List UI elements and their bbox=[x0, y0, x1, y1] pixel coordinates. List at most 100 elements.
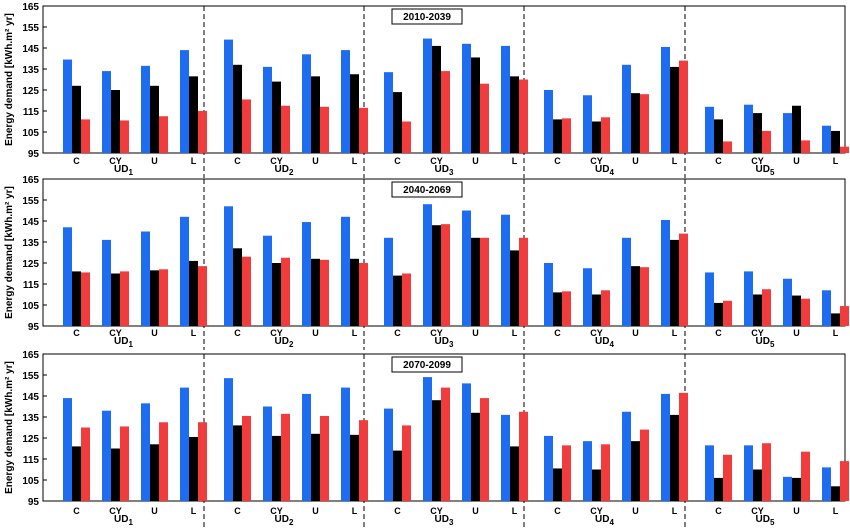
category-label: CY bbox=[109, 506, 122, 516]
chart-panel-1: 95 105 115 125 135 145 155 165 Energy demand [kW… bbox=[4, 2, 849, 178]
bar bbox=[592, 121, 601, 153]
bar bbox=[198, 111, 207, 153]
bar bbox=[471, 57, 480, 154]
bar bbox=[462, 43, 471, 153]
bar bbox=[302, 393, 311, 501]
y-tick-label: 105 bbox=[22, 476, 39, 487]
bar bbox=[622, 411, 631, 501]
bar bbox=[705, 272, 714, 326]
bar bbox=[224, 206, 233, 326]
bar bbox=[519, 237, 528, 326]
bar bbox=[441, 387, 450, 501]
bar bbox=[471, 412, 480, 501]
y-tick-label: 155 bbox=[22, 371, 39, 382]
category-label: U bbox=[312, 156, 319, 166]
bar bbox=[233, 425, 242, 501]
y-axis-label: Energy demand [kWh.m² yr] bbox=[4, 361, 15, 494]
category-label: U bbox=[632, 156, 639, 166]
category-label: C bbox=[73, 156, 80, 166]
bar bbox=[359, 263, 368, 326]
bar bbox=[393, 275, 402, 326]
bar bbox=[423, 377, 432, 501]
y-tick-label: 105 bbox=[22, 128, 39, 139]
category-label: C bbox=[394, 156, 401, 166]
bar bbox=[341, 387, 350, 501]
bar bbox=[423, 204, 432, 326]
bar bbox=[120, 271, 129, 326]
period-title-box bbox=[391, 181, 463, 198]
bar bbox=[72, 85, 81, 153]
bar bbox=[661, 46, 670, 154]
bar bbox=[302, 54, 311, 153]
bar bbox=[822, 467, 831, 501]
bar bbox=[562, 118, 571, 153]
bar bbox=[150, 85, 159, 153]
bar bbox=[801, 298, 810, 326]
group-label: UD1 bbox=[114, 514, 133, 527]
category-label: CY bbox=[430, 156, 443, 166]
category-label: C bbox=[554, 156, 561, 166]
bar bbox=[762, 289, 771, 326]
bar bbox=[72, 446, 81, 501]
bar bbox=[350, 434, 359, 501]
category-label: U bbox=[793, 156, 800, 166]
category-label: C bbox=[715, 156, 722, 166]
group-label: UD1 bbox=[114, 336, 133, 349]
chart-panel-3: 95 105 115 125 135 145 155 165 Energy demand [kW… bbox=[4, 350, 849, 528]
bar bbox=[562, 445, 571, 501]
bar bbox=[81, 427, 90, 501]
bar bbox=[801, 140, 810, 153]
category-label: C bbox=[394, 506, 401, 516]
bar bbox=[189, 260, 198, 326]
bar bbox=[281, 105, 290, 153]
bar bbox=[272, 81, 281, 153]
bar bbox=[480, 398, 489, 501]
bar bbox=[263, 66, 272, 153]
bar bbox=[723, 141, 732, 153]
category-label: U bbox=[312, 328, 319, 338]
y-tick-label: 115 bbox=[23, 280, 40, 291]
category-label: U bbox=[472, 156, 479, 166]
bar bbox=[801, 451, 810, 501]
bar bbox=[263, 235, 272, 326]
bar bbox=[402, 273, 411, 326]
bar bbox=[384, 72, 393, 153]
bar bbox=[311, 76, 320, 153]
bar bbox=[159, 116, 168, 153]
bar bbox=[822, 125, 831, 153]
bar bbox=[519, 79, 528, 153]
bar bbox=[63, 398, 72, 501]
category-label: C bbox=[554, 328, 561, 338]
category-label: L bbox=[191, 156, 197, 166]
bar bbox=[102, 71, 111, 153]
bar bbox=[441, 71, 450, 153]
period-title-box bbox=[391, 356, 463, 373]
bar bbox=[102, 410, 111, 501]
bar bbox=[501, 414, 510, 501]
bar bbox=[753, 294, 762, 326]
y-tick-label: 125 bbox=[22, 86, 39, 97]
bar bbox=[111, 273, 120, 326]
bar bbox=[141, 231, 150, 326]
y-tick-label: 95 bbox=[28, 322, 40, 333]
bar bbox=[661, 393, 670, 501]
y-tick-label: 95 bbox=[28, 149, 40, 160]
bar bbox=[631, 93, 640, 153]
y-tick-label: 125 bbox=[22, 434, 39, 445]
bar bbox=[705, 106, 714, 153]
category-label: C bbox=[234, 156, 241, 166]
bar bbox=[501, 214, 510, 326]
bar bbox=[350, 258, 359, 326]
y-tick-label: 145 bbox=[22, 217, 39, 228]
bar bbox=[120, 426, 129, 501]
period-title: 2070-2099 bbox=[403, 360, 451, 371]
y-tick-label: 105 bbox=[22, 301, 39, 312]
bar bbox=[281, 257, 290, 326]
bar bbox=[661, 219, 670, 326]
y-tick-label: 115 bbox=[23, 455, 40, 466]
bar bbox=[102, 239, 111, 326]
category-label: L bbox=[352, 328, 358, 338]
group-label: UD2 bbox=[275, 514, 294, 527]
bar bbox=[198, 422, 207, 501]
